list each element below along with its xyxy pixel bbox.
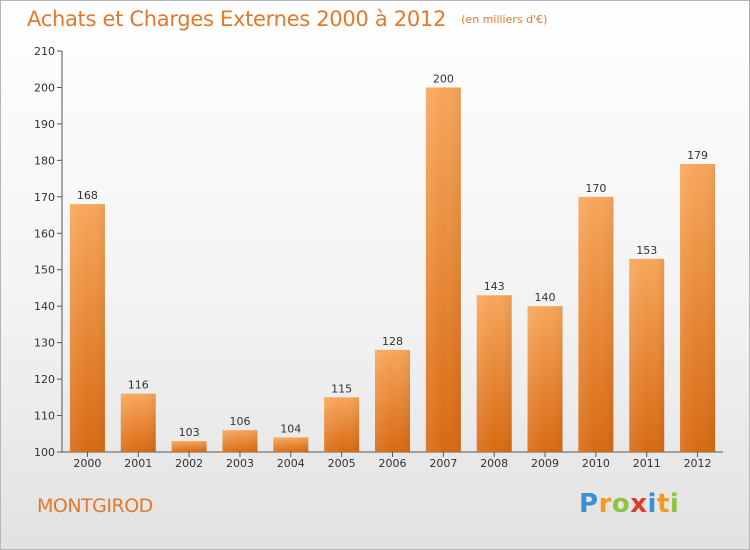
bar-shine	[680, 164, 716, 452]
bar-value-label: 115	[331, 382, 352, 395]
x-tick-label: 2009	[531, 457, 559, 470]
y-tick-label: 140	[34, 300, 55, 313]
y-tick-label: 120	[34, 373, 55, 386]
bar-value-label: 116	[128, 379, 149, 392]
bar-value-label: 143	[484, 280, 505, 293]
chart-title: Achats et Charges Externes 2000 à 2012	[27, 7, 447, 31]
y-tick-label: 190	[34, 118, 55, 131]
bar-shine	[527, 306, 563, 452]
logo-letter: x	[630, 489, 648, 519]
y-axis: 100 110 120 130 140 150 160 170 180 190 200 210	[34, 45, 63, 459]
x-tick-label: 2007	[429, 457, 457, 470]
logo-letter: o	[611, 489, 631, 519]
commune-name: MONTGIROD	[37, 495, 153, 517]
title-row: Achats et Charges Externes 2000 à 2012 (…	[27, 7, 547, 31]
bar-value-label: 104	[280, 422, 301, 435]
bar-shine	[629, 258, 665, 452]
x-tick-label: 2006	[379, 457, 407, 470]
bar-shine	[578, 196, 614, 452]
bar-value-label: 170	[585, 182, 606, 195]
logo-letter: P	[579, 489, 599, 519]
bar-value-label: 168	[77, 189, 98, 202]
y-tick-label: 130	[34, 337, 55, 350]
x-tick-label: 2001	[124, 457, 152, 470]
y-tick-label: 170	[34, 191, 55, 204]
y-tick-label: 210	[34, 45, 55, 58]
bar-shine	[476, 295, 512, 452]
bar-shine	[324, 397, 360, 452]
bar-shine	[222, 430, 258, 452]
x-axis: 2000 2001 2002 2003 2004 2005 2006 2007 2008 2009…	[62, 451, 723, 470]
y-tick-label: 200	[34, 81, 55, 94]
y-tick-label: 160	[34, 227, 55, 240]
bar-value-label: 153	[636, 244, 657, 257]
bar-value-label: 140	[535, 291, 556, 304]
bar-shine	[171, 441, 207, 452]
y-tick-label: 180	[34, 154, 55, 167]
y-tick-label: 150	[34, 264, 55, 277]
x-tick-label: 2000	[73, 457, 101, 470]
logo-letter: r	[598, 489, 612, 519]
bar-value-label: 128	[382, 335, 403, 348]
logo-letter: i	[669, 489, 680, 519]
x-tick-label: 2005	[328, 457, 356, 470]
logo-letter: i	[647, 489, 657, 519]
bar-shine	[120, 393, 156, 452]
x-tick-label: 2002	[175, 457, 203, 470]
bar-shine	[273, 437, 309, 452]
proxiti-logo: Proxiti	[579, 489, 679, 519]
y-tick-label: 110	[34, 410, 55, 423]
bars: 168 116 103 106 104 115 128 200 143 140 170 153 179	[69, 72, 716, 453]
bar-value-label: 103	[179, 426, 200, 439]
bar-value-label: 179	[687, 149, 708, 162]
chart-subtitle: (en milliers d'€)	[461, 13, 548, 26]
x-tick-label: 2012	[684, 457, 712, 470]
bar-value-label: 106	[229, 415, 250, 428]
x-tick-label: 2004	[277, 457, 305, 470]
bar-shine	[69, 204, 105, 452]
x-tick-label: 2003	[226, 457, 254, 470]
bar-value-label: 200	[433, 72, 454, 85]
x-tick-label: 2008	[480, 457, 508, 470]
x-tick-label: 2010	[582, 457, 610, 470]
bar-shine	[375, 349, 410, 452]
y-tick-label: 100	[34, 446, 55, 459]
x-tick-label: 2011	[633, 457, 661, 470]
bar-shine	[425, 87, 461, 453]
logo-letter: t	[656, 489, 670, 519]
